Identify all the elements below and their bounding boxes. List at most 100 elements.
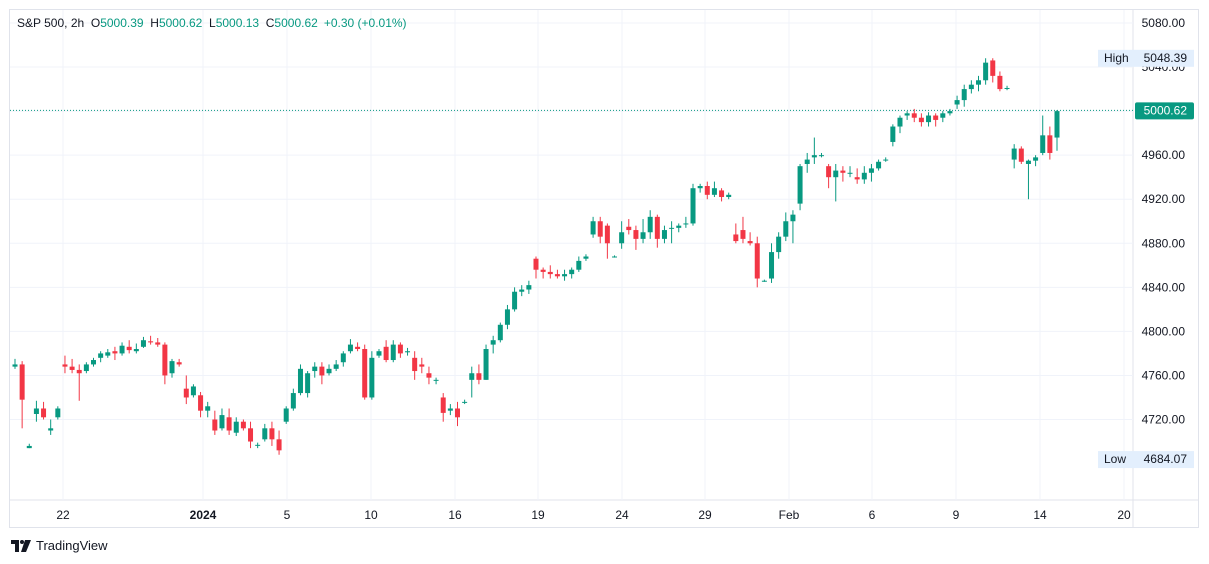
candle[interactable] (219, 408, 225, 431)
candle[interactable] (1011, 144, 1017, 169)
candle[interactable] (626, 219, 632, 235)
candle[interactable] (412, 351, 418, 380)
candle[interactable] (347, 339, 353, 354)
candle[interactable] (704, 181, 710, 200)
candle[interactable] (205, 401, 211, 418)
candle[interactable] (190, 384, 196, 398)
candle[interactable] (333, 360, 339, 372)
candle[interactable] (754, 236, 760, 288)
candle[interactable] (533, 256, 539, 279)
candle[interactable] (911, 108, 917, 123)
candle[interactable] (119, 342, 125, 356)
candle[interactable] (776, 232, 782, 259)
candle[interactable] (719, 188, 725, 202)
candle[interactable] (676, 223, 682, 233)
candle[interactable] (148, 335, 154, 345)
candle[interactable] (640, 219, 646, 244)
candle[interactable] (183, 375, 189, 405)
interval-label[interactable]: 2h (70, 16, 85, 30)
candle[interactable] (726, 192, 732, 200)
candle[interactable] (512, 287, 518, 312)
candle[interactable] (540, 267, 546, 279)
candle[interactable] (105, 349, 111, 358)
candle[interactable] (669, 221, 675, 244)
candle[interactable] (569, 267, 575, 279)
candle[interactable] (740, 216, 746, 244)
candle[interactable] (269, 421, 275, 446)
candle[interactable] (940, 111, 946, 123)
candle[interactable] (169, 358, 175, 378)
candle[interactable] (1033, 155, 1039, 167)
candle[interactable] (697, 183, 703, 193)
candle[interactable] (33, 400, 39, 422)
candle[interactable] (654, 214, 660, 248)
candle[interactable] (440, 393, 446, 422)
candle[interactable] (26, 443, 32, 449)
candle[interactable] (326, 364, 332, 376)
candle[interactable] (797, 163, 803, 211)
candle[interactable] (961, 84, 967, 107)
candle[interactable] (818, 152, 824, 158)
candle[interactable] (362, 344, 368, 400)
candle[interactable] (997, 71, 1003, 92)
candle[interactable] (1047, 126, 1053, 160)
candle[interactable] (390, 340, 396, 363)
candle[interactable] (176, 358, 182, 367)
candle[interactable] (840, 166, 846, 182)
candle[interactable] (1025, 159, 1031, 200)
candle[interactable] (255, 442, 261, 449)
candle[interactable] (369, 351, 375, 400)
candle[interactable] (490, 335, 496, 354)
candle[interactable] (462, 399, 468, 405)
candle[interactable] (547, 265, 553, 279)
candle[interactable] (947, 108, 953, 116)
candle[interactable] (212, 410, 218, 435)
candle[interactable] (519, 285, 525, 297)
candle[interactable] (983, 58, 989, 85)
candle[interactable] (112, 346, 118, 361)
candle[interactable] (597, 216, 603, 244)
candle[interactable] (554, 269, 560, 279)
candle[interactable] (619, 221, 625, 249)
candle[interactable] (12, 358, 18, 369)
candle[interactable] (69, 358, 75, 374)
candle[interactable] (376, 349, 382, 358)
candle[interactable] (661, 225, 667, 244)
candle[interactable] (833, 163, 839, 202)
candle[interactable] (76, 364, 82, 401)
candle[interactable] (633, 225, 639, 250)
candle[interactable] (98, 351, 104, 363)
candle[interactable] (769, 243, 775, 283)
candle[interactable] (904, 111, 910, 120)
candle[interactable] (683, 216, 689, 228)
candle[interactable] (876, 159, 882, 171)
tradingview-logo[interactable]: TradingView (11, 538, 108, 553)
candle[interactable] (711, 181, 717, 198)
candle[interactable] (897, 115, 903, 134)
candle[interactable] (312, 362, 318, 378)
candle[interactable] (405, 347, 411, 356)
candle[interactable] (826, 163, 832, 189)
candle[interactable] (233, 417, 239, 437)
candle[interactable] (447, 404, 453, 416)
candle[interactable] (397, 342, 403, 358)
candle[interactable] (483, 344, 489, 380)
candle[interactable] (590, 216, 596, 238)
candle[interactable] (783, 212, 789, 242)
candle[interactable] (126, 340, 132, 354)
candle[interactable] (41, 401, 47, 420)
candle[interactable] (975, 75, 981, 92)
candle[interactable] (276, 430, 282, 455)
candle[interactable] (926, 112, 932, 127)
candle[interactable] (83, 362, 89, 374)
candle[interactable] (733, 223, 739, 244)
candle[interactable] (954, 95, 960, 109)
candle[interactable] (918, 113, 924, 127)
candle[interactable] (497, 322, 503, 343)
candle[interactable] (1054, 110, 1060, 151)
candle[interactable] (426, 366, 432, 385)
candle[interactable] (226, 408, 232, 435)
candle[interactable] (133, 343, 139, 354)
candle[interactable] (583, 254, 589, 261)
candle[interactable] (454, 401, 460, 427)
